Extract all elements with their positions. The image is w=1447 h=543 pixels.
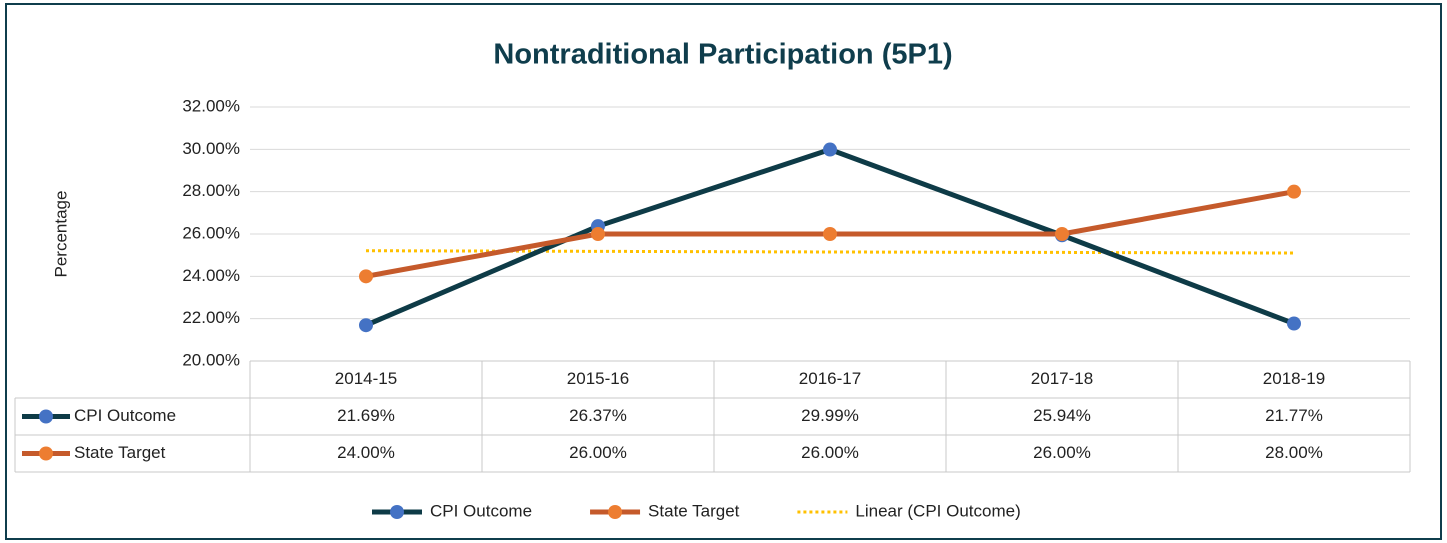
table-value: 21.77% [1265, 406, 1323, 425]
table-legend-marker [39, 409, 53, 424]
y-tick-label: 32.00% [182, 96, 240, 115]
legend-marker [608, 505, 623, 519]
x-tick-label: 2016-17 [799, 369, 861, 388]
table-row-label: CPI Outcome [74, 406, 176, 425]
table-value: 26.00% [1033, 443, 1091, 462]
x-tick-label: 2018-19 [1263, 369, 1325, 388]
table-legend-marker [39, 446, 53, 461]
data-point [823, 227, 837, 241]
table-value: 26.00% [569, 443, 627, 462]
table-value: 29.99% [801, 406, 859, 425]
data-point [1055, 227, 1069, 241]
y-axis-title: Percentage [51, 191, 70, 278]
legend-label: State Target [648, 501, 740, 520]
x-tick-label: 2014-15 [335, 369, 397, 388]
data-point [591, 227, 605, 241]
data-point [823, 142, 837, 157]
data-point [359, 318, 373, 333]
legend-marker [390, 505, 404, 519]
y-tick-label: 28.00% [182, 181, 240, 200]
y-tick-label: 30.00% [182, 139, 240, 158]
y-tick-label: 20.00% [182, 350, 240, 369]
legend-label: CPI Outcome [430, 501, 532, 520]
y-tick-label: 22.00% [182, 308, 240, 327]
table-value: 25.94% [1033, 406, 1091, 425]
chart-title: Nontraditional Participation (5P1) [493, 39, 952, 71]
x-tick-label: 2017-18 [1031, 369, 1093, 388]
table-row-label: State Target [74, 443, 166, 462]
table-value: 26.00% [801, 443, 859, 462]
legend-label: Linear (CPI Outcome) [855, 501, 1020, 520]
y-tick-label: 26.00% [182, 223, 240, 242]
chart-border [5, 3, 1442, 540]
data-point [359, 269, 373, 284]
trend-line [365, 249, 1295, 255]
data-point [1287, 316, 1301, 331]
data-point [1287, 184, 1301, 199]
table-value: 21.69% [337, 406, 395, 425]
y-tick-label: 24.00% [182, 266, 240, 285]
table-value: 28.00% [1265, 443, 1323, 462]
table-value: 26.37% [569, 406, 627, 425]
table-value: 24.00% [337, 443, 395, 462]
x-tick-label: 2015-16 [567, 369, 629, 388]
